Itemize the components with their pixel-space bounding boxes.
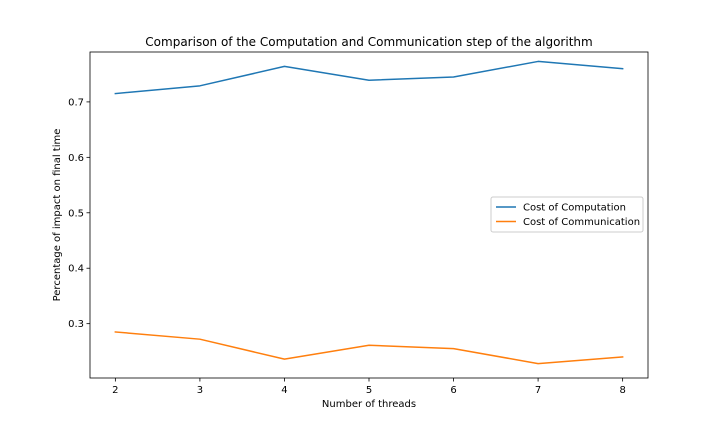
y-tick-label: 0.3	[68, 319, 84, 330]
plot-area	[114, 60, 624, 365]
y-tick-label: 0.4	[68, 264, 84, 275]
y-axis-label: Percentage of impact on final time	[52, 129, 63, 302]
series-line-1	[114, 60, 624, 95]
x-tick-label: 4	[281, 385, 287, 396]
y-axis-ticks: 0.3 0.4 0.5 0.6 0.7	[68, 97, 90, 330]
series-line-2	[114, 331, 624, 365]
x-tick-label: 2	[112, 385, 118, 396]
x-tick-label: 6	[450, 385, 456, 396]
x-tick-label: 8	[619, 385, 625, 396]
x-tick-label: 5	[366, 385, 372, 396]
x-axis-label: Number of threads	[322, 399, 416, 410]
legend-frame	[490, 196, 644, 233]
x-tick-label: 7	[535, 385, 541, 396]
legend-label-2: Cost of Communication	[523, 217, 640, 228]
x-axis-ticks: 2 3 4 5 6 7 8	[112, 378, 626, 396]
y-tick-label: 0.6	[68, 153, 84, 164]
y-tick-label: 0.5	[68, 208, 84, 219]
x-tick-label: 3	[197, 385, 203, 396]
chart-title: Comparison of the Computation and Commun…	[145, 35, 592, 49]
y-tick-label: 0.7	[68, 97, 84, 108]
legend: Cost of Computation Cost of Communication	[490, 196, 644, 233]
legend-label-1: Cost of Computation	[523, 203, 626, 214]
